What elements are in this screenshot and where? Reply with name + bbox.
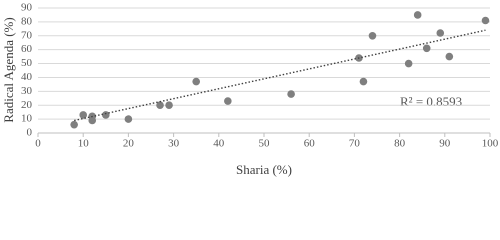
data-point xyxy=(481,16,490,25)
data-point xyxy=(422,44,431,53)
data-point xyxy=(359,77,368,86)
data-point xyxy=(156,101,164,110)
x-tick-label: 60 xyxy=(304,138,316,150)
x-axis-title: Sharia (%) xyxy=(236,162,292,177)
x-tick-label: 90 xyxy=(439,138,451,150)
chart: Sharia (%) Radical Agenda (%) R² = 0.859… xyxy=(1,2,499,177)
y-tick-label: 20 xyxy=(21,99,33,111)
y-tick-label: 60 xyxy=(21,43,33,55)
x-tick-label: 0 xyxy=(35,138,41,150)
data-point xyxy=(404,59,413,68)
x-tick-label: 20 xyxy=(123,138,135,150)
y-tick-label: 10 xyxy=(21,113,33,125)
data-point xyxy=(445,52,454,61)
trendline xyxy=(74,29,486,122)
x-tick-label: 30 xyxy=(168,138,180,150)
data-point xyxy=(287,90,295,98)
x-tick-label: 70 xyxy=(349,138,361,150)
data-point xyxy=(70,120,78,129)
x-tick-label: 40 xyxy=(213,138,225,150)
y-tick-label: 90 xyxy=(21,2,33,14)
data-point xyxy=(413,11,422,19)
x-tick-label: 100 xyxy=(482,138,499,150)
data-point xyxy=(124,115,133,123)
data-point xyxy=(102,111,110,119)
data-point xyxy=(224,97,232,105)
y-axis-title: Radical Agenda (%) xyxy=(1,17,16,122)
y-tick-label: 80 xyxy=(21,15,33,27)
data-point xyxy=(192,77,200,86)
x-tick-label: 80 xyxy=(394,138,406,150)
x-tick-label: 10 xyxy=(78,138,90,150)
y-tick-label: 50 xyxy=(21,57,33,69)
r-squared-annotation: R² = 0.8593 xyxy=(400,94,462,109)
data-point xyxy=(88,116,97,125)
data-point xyxy=(436,29,445,37)
data-point xyxy=(165,101,173,110)
data-point xyxy=(368,31,377,40)
page: {"chart_data": {"type": "scatter", "x_la… xyxy=(0,1,499,177)
y-tick-label: 0 xyxy=(27,127,33,139)
y-tick-label: 70 xyxy=(21,29,33,41)
y-tick-label: 30 xyxy=(21,85,33,97)
x-tick-label: 50 xyxy=(259,138,271,150)
y-tick-label: 40 xyxy=(21,71,33,83)
data-point xyxy=(79,111,87,119)
